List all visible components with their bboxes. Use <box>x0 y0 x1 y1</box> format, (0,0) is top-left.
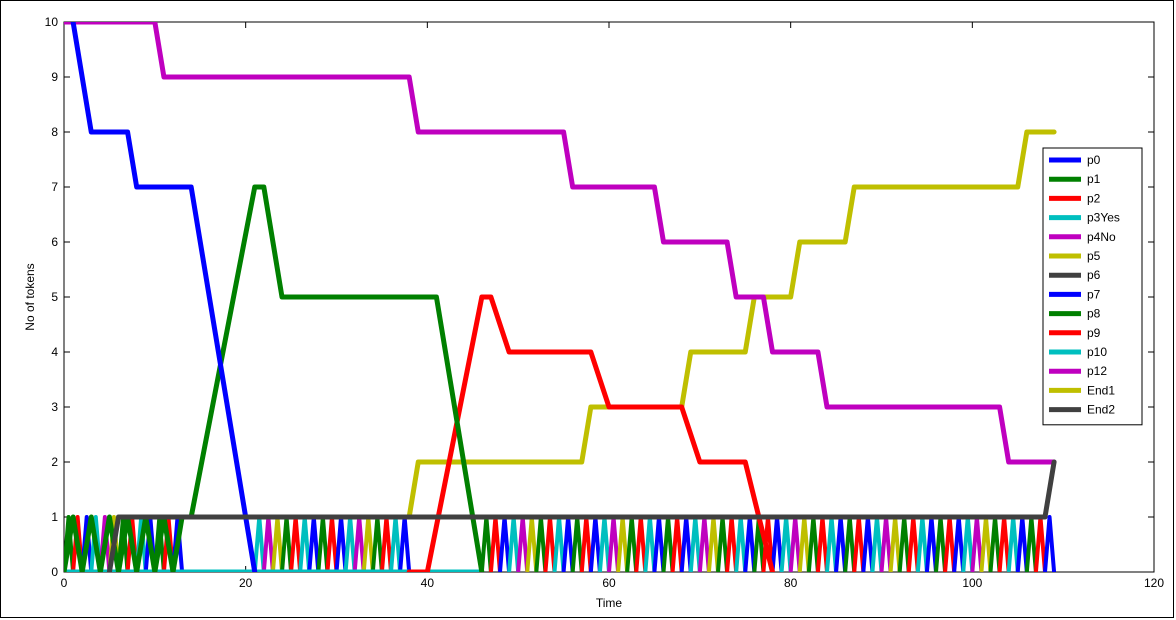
y-tick-label: 3 <box>51 400 58 414</box>
x-tick-label: 20 <box>239 576 253 590</box>
x-tick-label: 120 <box>1144 576 1164 590</box>
legend-label: p2 <box>1087 191 1101 205</box>
legend-label: p12 <box>1087 364 1107 378</box>
series-line-p0 <box>70 22 258 572</box>
x-tick-label: 0 <box>61 576 68 590</box>
x-tick-label: 80 <box>784 576 798 590</box>
x-axis-label: Time <box>596 596 623 610</box>
legend-label: p0 <box>1087 153 1101 167</box>
legend-label: End2 <box>1087 403 1115 417</box>
series-line-p4No <box>64 22 1057 465</box>
y-tick-label: 6 <box>51 235 58 249</box>
y-tick-label: 7 <box>51 180 58 194</box>
series-line-p6 <box>106 459 1057 572</box>
legend-box <box>1042 147 1143 426</box>
y-axis-label: No of tokens <box>23 263 37 330</box>
plot-area <box>63 21 1155 573</box>
y-tick-label: 0 <box>51 565 58 579</box>
legend-label: p1 <box>1087 172 1101 186</box>
series-line-p2 <box>406 294 775 572</box>
x-tick-label: 60 <box>602 576 616 590</box>
legend-label: p9 <box>1087 326 1101 340</box>
legend: p0 p1 p2 p3Yes p4No p5 p6 p7 p8 p9 p10 p12 End1 End2 <box>1042 147 1143 426</box>
y-tick-label: 8 <box>51 125 58 139</box>
y-tick-label: 10 <box>45 15 59 29</box>
y-tick-label: 9 <box>51 70 58 84</box>
legend-label: p5 <box>1087 249 1101 263</box>
legend-label: p7 <box>1087 287 1101 301</box>
y-tick-label: 5 <box>51 290 58 304</box>
series-line-p1 <box>64 184 485 572</box>
y-tick-label: 2 <box>51 455 58 469</box>
legend-label: p10 <box>1087 345 1107 359</box>
y-tick-label: 1 <box>51 510 58 524</box>
x-tick-label: 40 <box>421 576 435 590</box>
legend-label: p8 <box>1087 307 1101 321</box>
legend-label: End1 <box>1087 383 1115 397</box>
token-pulse <box>1043 515 1057 572</box>
axis-ticks: 0 20 40 60 80 100 120 0 1 2 3 4 5 6 7 8 9 10 <box>45 15 1165 590</box>
series-lines <box>64 22 1057 572</box>
x-tick-label: 100 <box>962 576 982 590</box>
y-tick-label: 4 <box>51 345 58 359</box>
legend-label: p6 <box>1087 268 1101 282</box>
legend-label: p3Yes <box>1087 211 1120 225</box>
legend-label: p4No <box>1087 230 1116 244</box>
